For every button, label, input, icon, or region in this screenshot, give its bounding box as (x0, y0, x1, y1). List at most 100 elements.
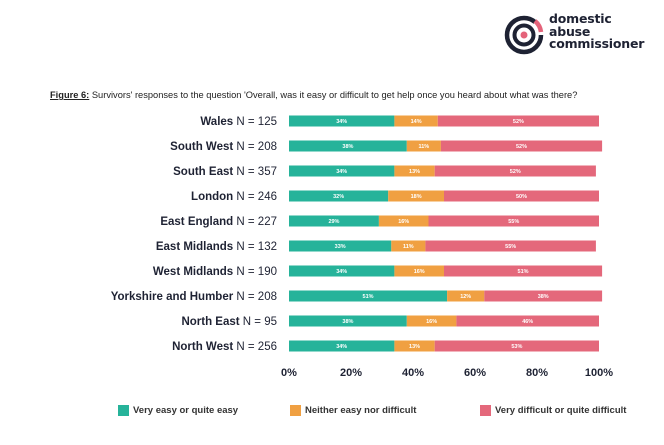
x-tick-label: 80% (526, 367, 548, 379)
legend-swatch (480, 405, 491, 416)
category-label: London N = 246 (191, 191, 277, 203)
bar-segment-2 (406, 315, 457, 327)
bar-segment-2 (388, 190, 444, 202)
logo: domestic abuse commissioner (504, 12, 654, 55)
data-label: 12% (460, 294, 471, 300)
data-label: 11% (403, 244, 414, 250)
bar-segment-2 (394, 340, 435, 352)
category-name: East Midlands (156, 241, 237, 253)
data-label: 52% (510, 169, 521, 175)
legend-label: Very easy or quite easy (133, 405, 239, 416)
bar-segment-3 (437, 115, 599, 127)
category-n: N = 208 (236, 141, 277, 153)
category-label: Yorkshire and Humber N = 208 (111, 291, 277, 303)
legend-swatch (118, 405, 129, 416)
data-label: 14% (411, 119, 422, 125)
bar-segment-1 (289, 215, 379, 227)
data-label: 32% (333, 194, 344, 200)
data-label: 34% (336, 344, 347, 350)
x-tick-label: 0% (281, 367, 297, 379)
data-label: 18% (411, 194, 422, 200)
data-label: 13% (409, 169, 420, 175)
x-tick-label: 100% (585, 367, 613, 379)
category-n: N = 190 (236, 266, 277, 278)
data-label: 38% (342, 144, 353, 150)
bar-segment-1 (289, 140, 407, 152)
category-name: West Midlands (153, 266, 237, 278)
x-tick-label: 40% (402, 367, 424, 379)
category-label: South West N = 208 (170, 141, 277, 153)
data-label: 55% (505, 244, 516, 250)
bar-segment-3 (425, 240, 596, 252)
bar-segment-1 (289, 340, 395, 352)
data-label: 53% (511, 344, 522, 350)
bar-segment-3 (484, 290, 603, 302)
data-label: 52% (513, 119, 524, 125)
bar-segment-2 (447, 290, 485, 302)
category-label: South East N = 357 (173, 166, 277, 178)
category-n: N = 132 (236, 241, 277, 253)
bar-segment-1 (289, 315, 407, 327)
category-name: East England (160, 216, 236, 228)
data-label: 50% (516, 194, 527, 200)
legend-item: Very easy or quite easy (118, 405, 238, 416)
bar-segment-1 (289, 240, 392, 252)
bar-segment-1 (289, 190, 389, 202)
bar-segment-1 (289, 165, 395, 177)
data-label: 29% (328, 219, 339, 225)
category-name: Yorkshire and Humber (111, 291, 237, 303)
logo-line-2: abuse (549, 23, 591, 39)
data-label: 16% (398, 219, 409, 225)
data-label: 51% (363, 294, 374, 300)
category-label: North East N = 95 (181, 316, 277, 328)
data-label: 33% (335, 244, 346, 250)
data-label: 38% (538, 294, 549, 300)
category-n: N = 95 (243, 316, 277, 328)
category-n: N = 357 (236, 166, 277, 178)
data-label: 34% (336, 269, 347, 275)
x-tick-label: 60% (464, 367, 486, 379)
category-label: Wales N = 125 (200, 116, 277, 128)
legend-item: Neither easy nor difficult (290, 405, 416, 416)
data-label: 52% (516, 144, 527, 150)
category-n: N = 246 (236, 191, 277, 203)
bar-segment-3 (434, 165, 596, 177)
bar-segment-2 (378, 215, 429, 227)
data-label: 55% (508, 219, 519, 225)
stacked-bar-chart: Wales N = 125 34% 14% 52% South West N = 208… (111, 115, 613, 379)
bar-segment-3 (456, 315, 599, 327)
bar-segment-3 (444, 190, 599, 202)
data-label: 51% (518, 269, 529, 275)
data-label: 34% (336, 169, 347, 175)
category-name: South West (170, 141, 236, 153)
category-name: Wales (200, 116, 236, 128)
data-label: 16% (414, 269, 425, 275)
bar-segment-1 (289, 265, 395, 277)
data-label: 16% (426, 319, 437, 325)
category-name: South East (173, 166, 236, 178)
data-label: 13% (409, 344, 420, 350)
category-label: East Midlands N = 132 (156, 241, 277, 253)
bar-segment-2 (406, 140, 441, 152)
legend-swatch (290, 405, 301, 416)
logo-mark-icon (504, 15, 544, 55)
category-label: West Midlands N = 190 (153, 266, 277, 278)
figure-label: Figure 6: (50, 90, 90, 100)
category-n: N = 208 (236, 291, 277, 303)
legend-label: Neither easy nor difficult (305, 405, 417, 416)
figure-caption: Figure 6: Survivors' responses to the qu… (50, 90, 660, 100)
category-name: North East (181, 316, 242, 328)
bar-segment-1 (289, 115, 395, 127)
bar-segment-3 (434, 340, 599, 352)
data-label: 38% (342, 319, 353, 325)
logo-line-3: commissioner (549, 36, 645, 51)
category-name: North West (172, 341, 236, 353)
figure-caption-text: Survivors' responses to the question 'Ov… (91, 90, 578, 100)
legend-item: Very difficult or quite difficult (480, 405, 626, 416)
data-label: 34% (336, 119, 347, 125)
logo-wordmark: domestic abuse commissioner (549, 12, 645, 51)
category-n: N = 256 (236, 341, 277, 353)
category-name: London (191, 191, 236, 203)
bar-segment-2 (394, 115, 438, 127)
bar-segment-3 (444, 265, 603, 277)
